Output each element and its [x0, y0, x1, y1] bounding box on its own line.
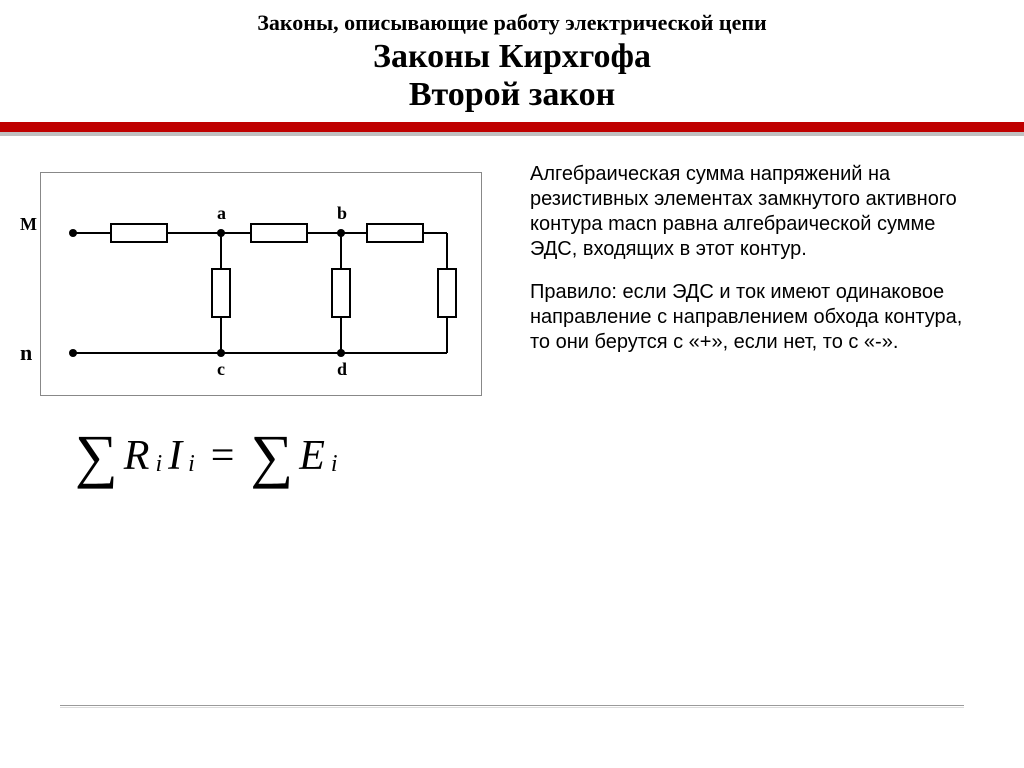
- title-block: Законы, описывающие работу электрической…: [0, 0, 1024, 114]
- title-main: Законы Кирхгофа: [0, 38, 1024, 76]
- terminal-label-m: М: [20, 214, 37, 235]
- circuit-svg: [41, 173, 483, 397]
- accent-red-line: [0, 122, 1024, 132]
- formula-r-sub: i: [155, 451, 162, 478]
- sigma-right-icon: ∑: [250, 426, 293, 486]
- node-label-b: b: [337, 203, 347, 224]
- formula-equals: =: [211, 432, 235, 480]
- node-label-d: d: [337, 359, 347, 380]
- accent-bar: [0, 122, 1024, 132]
- sigma-left-icon: ∑: [75, 426, 118, 486]
- formula-i: I: [168, 432, 182, 480]
- title-supertitle: Законы, описывающие работу электрической…: [0, 10, 1024, 36]
- left-column: М n: [20, 162, 500, 486]
- terminal-label-n: n: [20, 340, 32, 366]
- node-label-c: c: [217, 359, 225, 380]
- title-sub: Второй закон: [0, 76, 1024, 114]
- right-column: Алгебраическая сумма напряжений на резис…: [500, 162, 1004, 486]
- accent-shadow-line: [0, 132, 1024, 136]
- formula: ∑ Ri Ii = ∑ Ei: [75, 426, 500, 486]
- formula-e-sub: i: [331, 451, 338, 478]
- formula-e: E: [299, 432, 325, 480]
- node-label-a: a: [217, 203, 226, 224]
- formula-r: R: [124, 432, 150, 480]
- circuit-diagram: a b c d: [40, 172, 482, 396]
- paragraph-definition: Алгебраическая сумма напряжений на резис…: [530, 162, 974, 262]
- bottom-divider: [60, 705, 964, 708]
- paragraph-rule: Правило: если ЭДС и ток имеют одинаковое…: [530, 280, 974, 355]
- formula-i-sub: i: [188, 451, 195, 478]
- content-row: М n: [0, 132, 1024, 486]
